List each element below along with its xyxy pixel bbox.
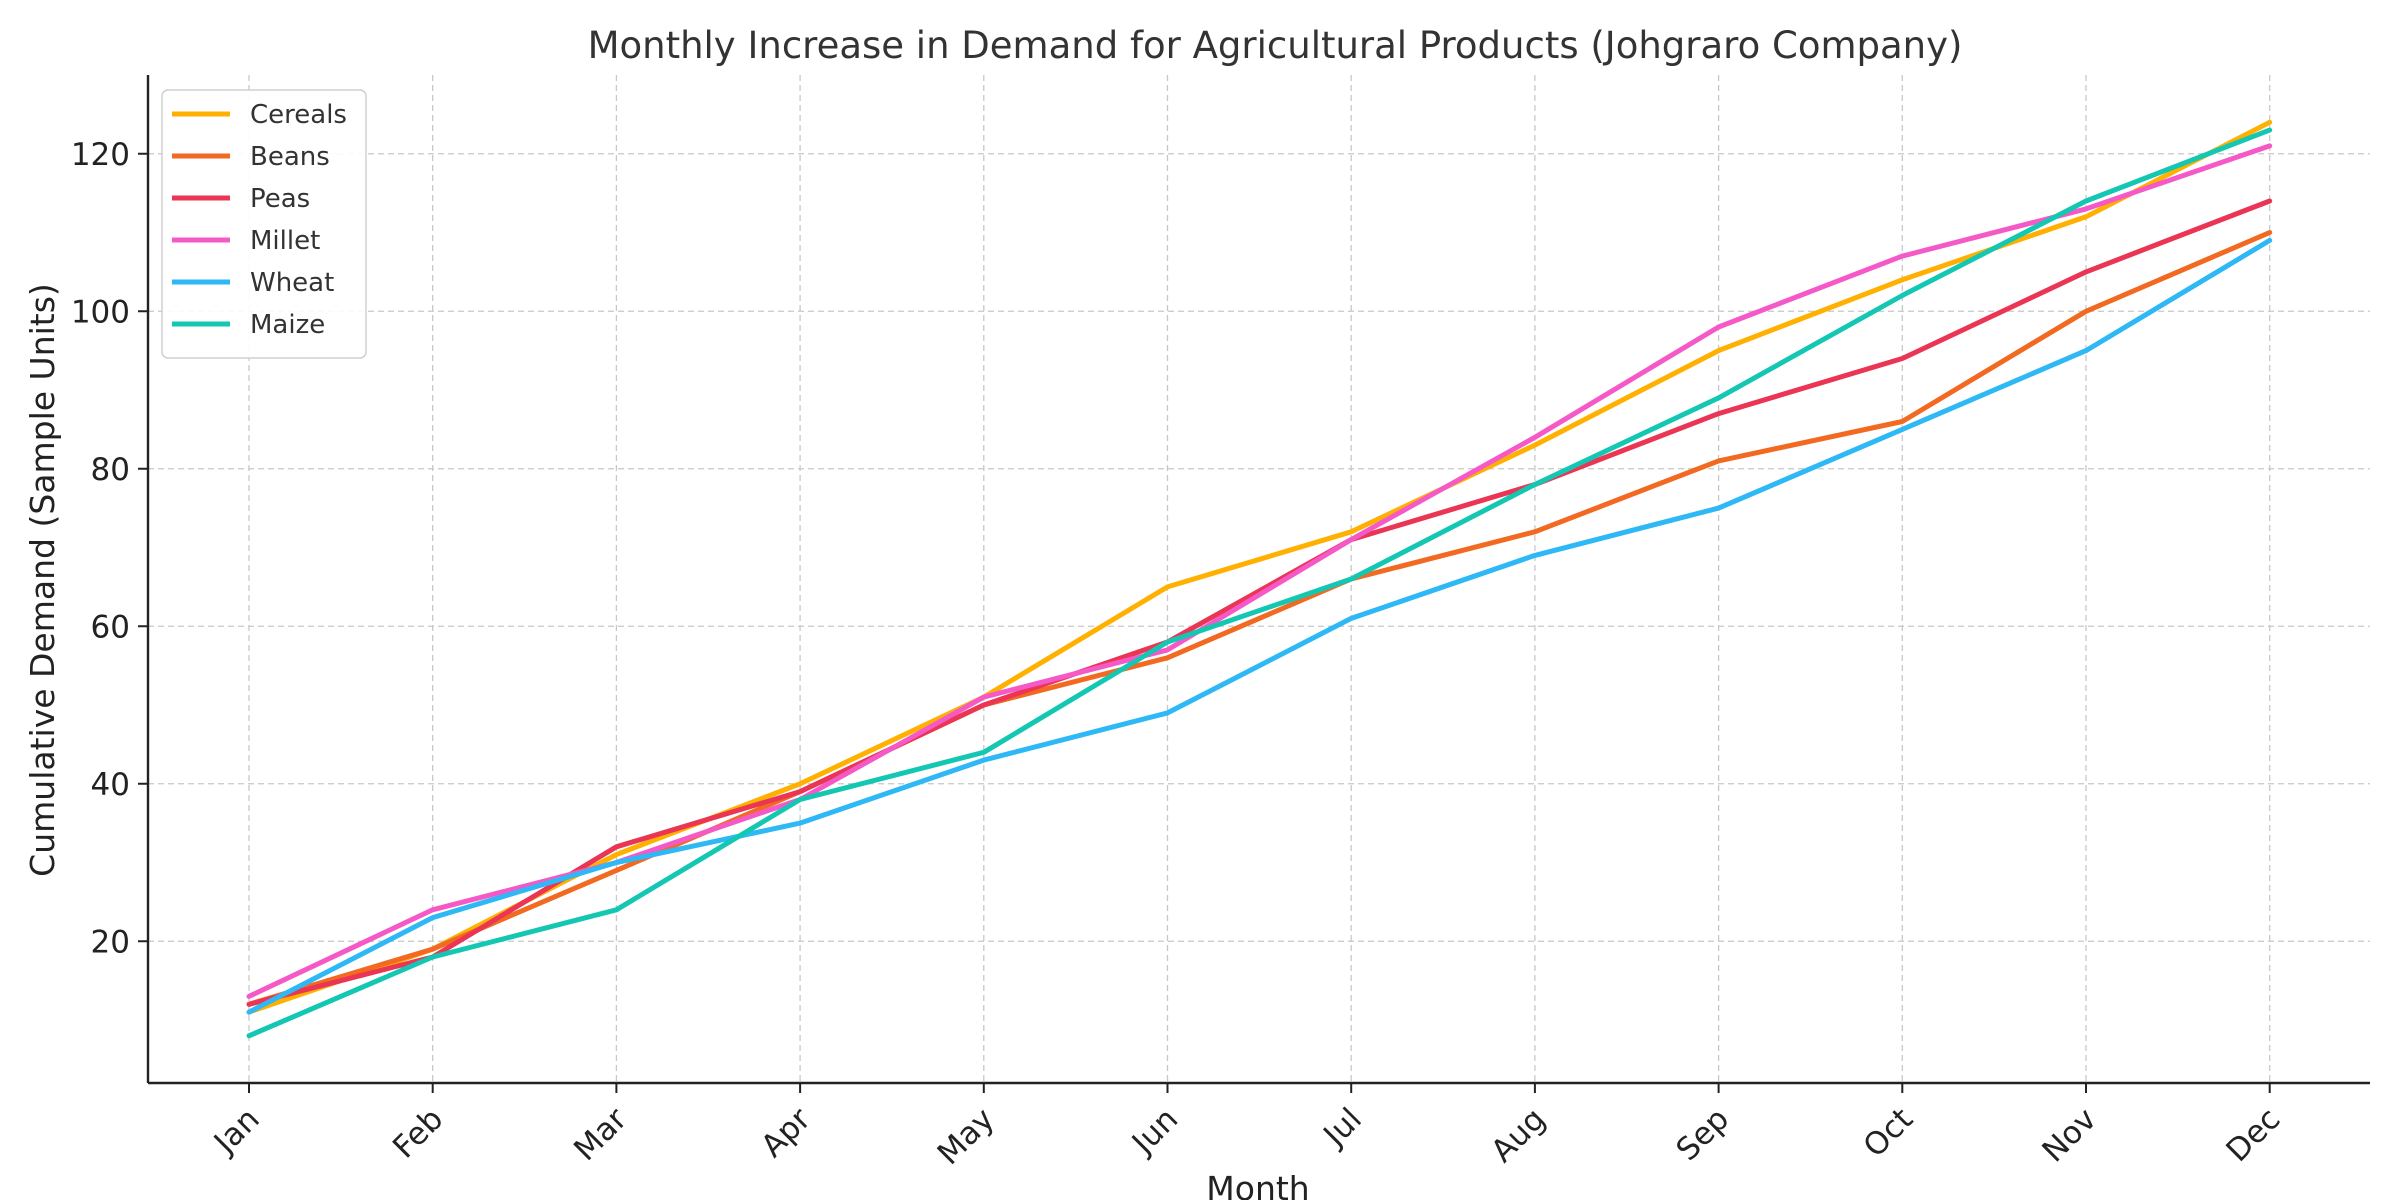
legend-label-peas: Peas — [250, 184, 310, 214]
y-tick-label: 80 — [91, 452, 130, 488]
y-tick-label: 100 — [71, 294, 130, 330]
y-tick-label: 40 — [91, 767, 130, 803]
legend-label-cereals: Cereals — [250, 100, 347, 130]
series-line-maize — [246, 127, 2273, 1039]
series-line-beans — [246, 230, 2273, 1007]
chart-title: Monthly Increase in Demand for Agricultu… — [588, 24, 1963, 67]
legend-label-wheat: Wheat — [250, 268, 334, 298]
grid — [148, 75, 2370, 1083]
series-line-peas — [246, 198, 2273, 1007]
series-lines — [246, 119, 2273, 1039]
y-tick-label: 120 — [71, 137, 130, 173]
legend-label-maize: Maize — [250, 310, 325, 340]
x-axis-label: Month — [1206, 1169, 1309, 1200]
legend: Cereals Beans Peas Millet Wheat Maize — [161, 89, 367, 359]
y-tick-label: 20 — [91, 924, 130, 960]
axes — [138, 75, 2370, 1093]
y-axis-label: Cumulative Demand (Sample Units) — [23, 283, 62, 877]
series-line-wheat — [246, 237, 2273, 1015]
y-tick-label: 60 — [91, 609, 130, 645]
legend-label-millet: Millet — [250, 226, 320, 256]
legend-label-beans: Beans — [250, 142, 330, 172]
